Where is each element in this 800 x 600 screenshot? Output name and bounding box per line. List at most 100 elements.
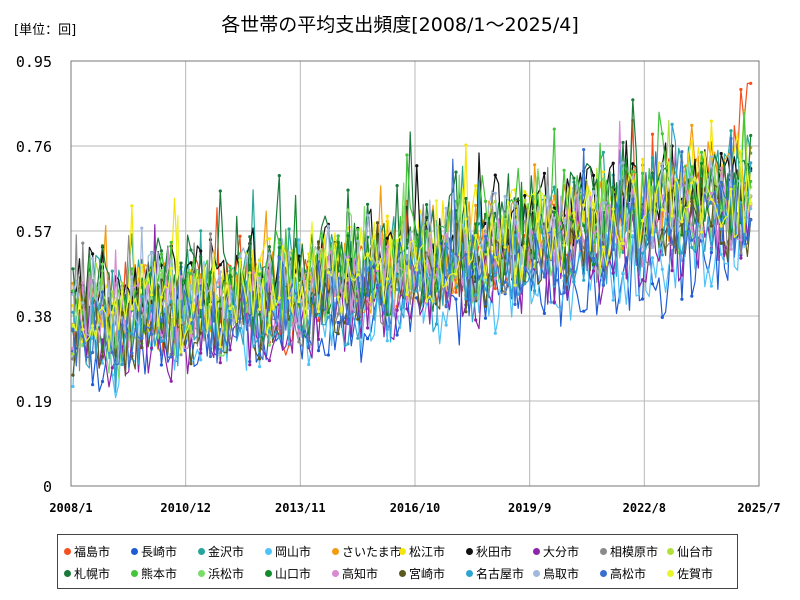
series-point — [483, 280, 488, 285]
series-point — [267, 245, 271, 249]
series-point — [189, 300, 193, 304]
series-point — [464, 217, 468, 221]
series-line-18 — [72, 137, 752, 369]
series-point — [709, 284, 714, 288]
series-line-16 — [72, 123, 752, 393]
series-point — [366, 337, 370, 341]
series-point — [287, 227, 291, 231]
series-point — [513, 201, 517, 205]
series-point — [81, 241, 85, 245]
legend-label: 岡山市 — [275, 544, 312, 559]
series-point — [110, 269, 114, 273]
series-point — [228, 273, 232, 278]
series-point — [218, 327, 222, 332]
series-point — [208, 232, 213, 236]
series-point — [277, 296, 281, 300]
series-point — [562, 243, 566, 247]
series-point — [150, 332, 154, 336]
series-point — [641, 264, 645, 268]
series-point — [601, 201, 606, 205]
series-point — [631, 234, 635, 238]
series-point — [641, 171, 645, 175]
series-point — [228, 307, 232, 311]
legend-item: 高松市 — [600, 562, 667, 584]
series-point — [611, 207, 615, 211]
series-point — [199, 284, 203, 288]
legend-item: 松江市 — [399, 540, 466, 562]
series-point — [621, 161, 625, 165]
series-point — [405, 246, 409, 250]
series-point — [739, 201, 743, 205]
series-point — [395, 184, 399, 188]
series-point — [110, 366, 114, 370]
series-point — [552, 127, 556, 131]
x-tick-label: 2025/7 — [737, 501, 780, 515]
series-point — [238, 234, 242, 238]
series-point — [316, 240, 321, 244]
series-point — [248, 263, 252, 267]
series-point — [356, 239, 360, 243]
series-point — [159, 363, 163, 367]
series-point — [749, 179, 753, 183]
series-point — [650, 132, 655, 136]
series-point — [326, 315, 330, 319]
series-point — [385, 277, 389, 281]
series-point — [71, 346, 75, 351]
series-point — [542, 171, 547, 175]
series-point — [228, 318, 232, 322]
legend-item: 金沢市 — [198, 540, 265, 562]
series-point — [611, 185, 615, 189]
series-point — [483, 199, 488, 203]
series-point — [562, 168, 566, 172]
series-point — [542, 233, 547, 238]
series-point — [719, 227, 723, 231]
series-point — [641, 278, 645, 282]
x-tick-label: 2010/12 — [160, 501, 211, 515]
series-point — [464, 143, 468, 147]
series-point — [297, 254, 301, 258]
series-point — [405, 292, 409, 297]
series-point — [719, 208, 723, 212]
legend-label: 大分市 — [543, 544, 580, 559]
series-point — [523, 190, 527, 194]
series-point — [415, 296, 419, 300]
series-point — [130, 307, 134, 311]
series-point — [425, 203, 429, 207]
series-point — [719, 252, 723, 256]
series-point — [670, 269, 674, 273]
legend-label: 長崎市 — [141, 544, 178, 559]
legend-label: 名古屋市 — [476, 566, 525, 581]
series-point — [680, 251, 684, 255]
series-point — [199, 255, 203, 259]
series-point — [120, 311, 124, 315]
legend-marker-icon — [466, 547, 473, 555]
series-point — [454, 252, 458, 256]
series-point — [100, 244, 105, 248]
series-point — [287, 251, 291, 255]
series-point — [267, 252, 271, 256]
legend-label: 金沢市 — [208, 544, 245, 559]
series-point — [641, 157, 645, 161]
series-point — [189, 272, 193, 276]
legend-marker-icon — [265, 547, 272, 555]
series-point — [621, 271, 625, 275]
series-point — [110, 310, 114, 315]
y-tick-label: 0.38 — [16, 308, 52, 326]
series-point — [660, 315, 664, 319]
series-point — [749, 133, 753, 138]
series-point — [719, 177, 723, 181]
series-point — [71, 310, 75, 314]
series-point — [611, 247, 615, 252]
legend-label: 札幌市 — [74, 566, 111, 581]
series-point — [582, 148, 586, 152]
series-point — [621, 192, 625, 196]
series-point — [366, 297, 370, 301]
series-point — [523, 219, 527, 224]
legend-label: 仙台市 — [677, 544, 714, 559]
series-point — [277, 241, 281, 245]
legend-label: 秋田市 — [476, 544, 513, 559]
series-point — [81, 327, 85, 332]
series-point — [91, 383, 95, 387]
series-point — [493, 222, 497, 226]
series-point — [336, 269, 340, 273]
